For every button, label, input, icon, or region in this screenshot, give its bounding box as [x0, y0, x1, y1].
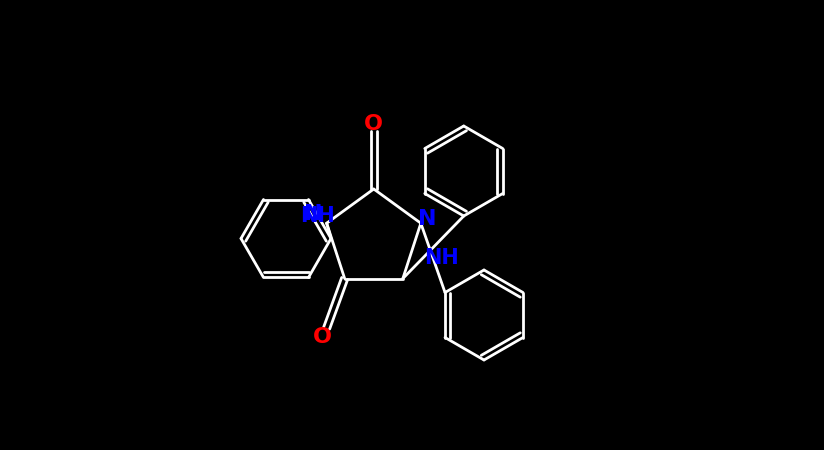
- Text: O: O: [312, 327, 331, 347]
- Text: O: O: [364, 114, 383, 134]
- Text: NH: NH: [300, 206, 335, 226]
- Text: N: N: [304, 204, 322, 224]
- Text: NH: NH: [424, 248, 459, 268]
- Text: N: N: [419, 209, 437, 229]
